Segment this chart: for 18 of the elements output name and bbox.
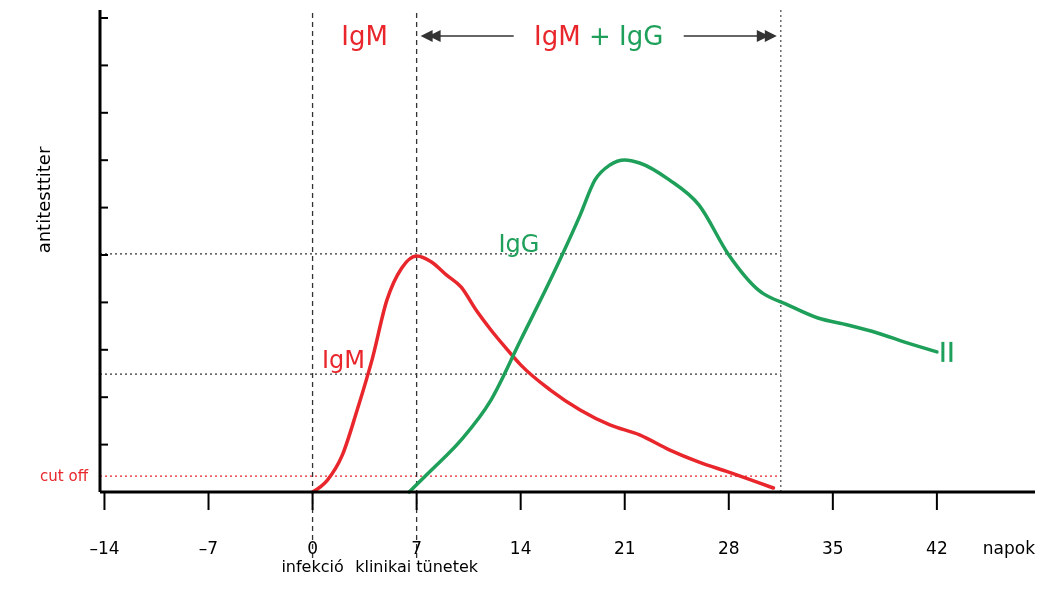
ref-line-label: cut off (40, 467, 89, 486)
text: IgM (341, 21, 388, 51)
x-tick-label: 0 (307, 538, 318, 558)
x-tick-label: –14 (89, 538, 120, 558)
x-axis-title: napok (982, 538, 1036, 558)
series-label: IgM (322, 345, 366, 374)
x-tick-label: –7 (198, 538, 219, 558)
series-label: IgG (498, 229, 540, 258)
x-tick-label: 35 (822, 538, 844, 558)
y-axis-title: antitesttiter (33, 146, 54, 254)
x-tick-label: 21 (613, 538, 636, 558)
x-tick-label: 28 (717, 538, 740, 558)
x-tick-label: 14 (509, 538, 532, 558)
ref-line-label: infekció (281, 557, 344, 576)
ref-line-label: klinikai tünetek (355, 557, 479, 576)
x-tick-label: 42 (926, 538, 948, 558)
x-tick-label: 7 (411, 538, 423, 558)
text: IgM + IgG (534, 21, 664, 51)
